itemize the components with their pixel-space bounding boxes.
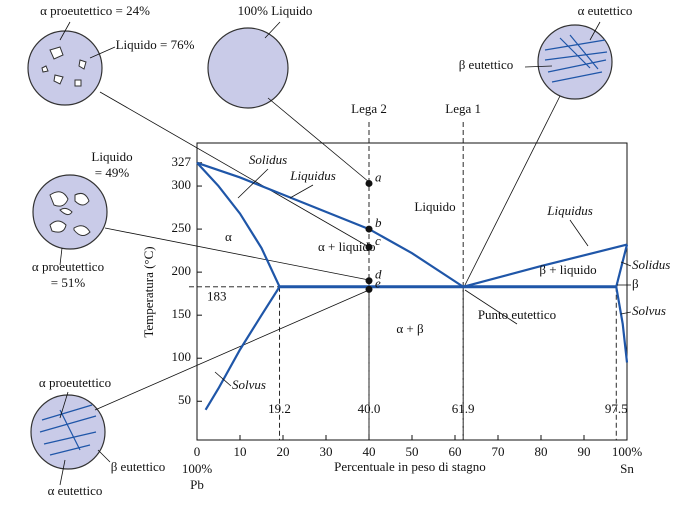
alloy-point [366, 286, 373, 293]
x-tick-label: 0 [194, 444, 201, 459]
end-label: Sn [620, 461, 634, 476]
y-tick-label: 150 [172, 306, 192, 321]
page: Percentuale in peso di stagno Temperatur… [0, 0, 680, 524]
point-label: a [375, 169, 382, 184]
alloy-label: Lega 2 [351, 101, 387, 116]
annotation: α + β [396, 321, 424, 336]
micro-label: α eutettico [578, 3, 633, 18]
point-label: e [375, 275, 381, 290]
annotation: Solvus [232, 377, 266, 392]
micro-label: = 51% [51, 275, 86, 290]
x-tick-label: 30 [320, 444, 333, 459]
annotation-arrow [570, 220, 588, 246]
y-tick-label: 300 [172, 177, 192, 192]
micro-label: α proeutettico [39, 375, 111, 390]
annotation-arrow [215, 372, 231, 386]
y-tick-label: 250 [172, 220, 192, 235]
micro-label: Liquido = 76% [116, 37, 195, 52]
micro-circle [28, 31, 102, 105]
annotation: Solidus [632, 257, 670, 272]
x-axis-label: Percentuale in peso di stagno [334, 459, 486, 474]
micro-label: = 49% [95, 165, 130, 180]
y-tick-label: 200 [172, 263, 192, 278]
point-label: b [375, 215, 382, 230]
annotation: β + liquido [539, 262, 596, 277]
y-axis-label: Temperatura (°C) [141, 246, 156, 337]
y-tick-label: 50 [178, 392, 191, 407]
micro-label: β eutettico [111, 459, 166, 474]
x-tick-label: 40 [363, 444, 376, 459]
annotation: Liquidus [546, 203, 593, 218]
phase-boundary [197, 163, 280, 287]
micro-label: α eutettico [48, 483, 103, 498]
annotation: α [225, 229, 232, 244]
annotation: Punto eutettico [478, 307, 556, 322]
composition-label: 19.2 [268, 401, 291, 416]
annotation: Solvus [632, 303, 666, 318]
micro-label: β eutettico [459, 57, 514, 72]
x-tick-label: 10 [234, 444, 247, 459]
alloy-point [366, 277, 373, 284]
annotation: Liquido [414, 199, 455, 214]
annotation-arrow [238, 169, 268, 198]
x-tick-label: 80 [535, 444, 548, 459]
annotation-arrow [621, 312, 631, 314]
leader [265, 22, 280, 38]
x-tick-label: 60 [449, 444, 462, 459]
phase-boundary [616, 287, 627, 363]
x-tick-label: 50 [406, 444, 419, 459]
chart: Percentuale in peso di stagno Temperatur… [0, 0, 680, 524]
alloy-point [366, 180, 373, 187]
alloy-point [366, 226, 373, 233]
end-label: 100% [182, 461, 213, 476]
eutectic-temperature-label: 183 [207, 289, 227, 304]
x-tick-label: 90 [578, 444, 591, 459]
y-tick-label: 100 [172, 349, 192, 364]
micro-circle [538, 25, 612, 99]
micro-label: α proeutettico [32, 259, 104, 274]
composition-label: 97.5 [605, 401, 628, 416]
micro-label: 100% Liquido [238, 3, 313, 18]
annotation: Liquidus [289, 168, 336, 183]
x-tick-label: 100% [612, 444, 643, 459]
micro-label: α proeutettico = 24% [40, 3, 150, 18]
x-tick-label: 70 [492, 444, 505, 459]
point-label: c [375, 233, 381, 248]
annotation: β [632, 276, 639, 291]
end-label: Pb [190, 477, 204, 492]
y-tick-label: 327 [172, 154, 192, 169]
leader [98, 450, 110, 462]
plot-frame [197, 143, 627, 440]
alloy-label: Lega 1 [445, 101, 481, 116]
x-tick-label: 20 [277, 444, 290, 459]
leader [95, 290, 369, 410]
annotation: Solidus [249, 152, 287, 167]
micro-label: Liquido [91, 149, 132, 164]
annotation: α + liquido [318, 239, 375, 254]
annotation-arrow [290, 185, 313, 198]
leader [464, 96, 560, 287]
micro-circle [208, 28, 288, 108]
phase-boundary [616, 245, 627, 287]
